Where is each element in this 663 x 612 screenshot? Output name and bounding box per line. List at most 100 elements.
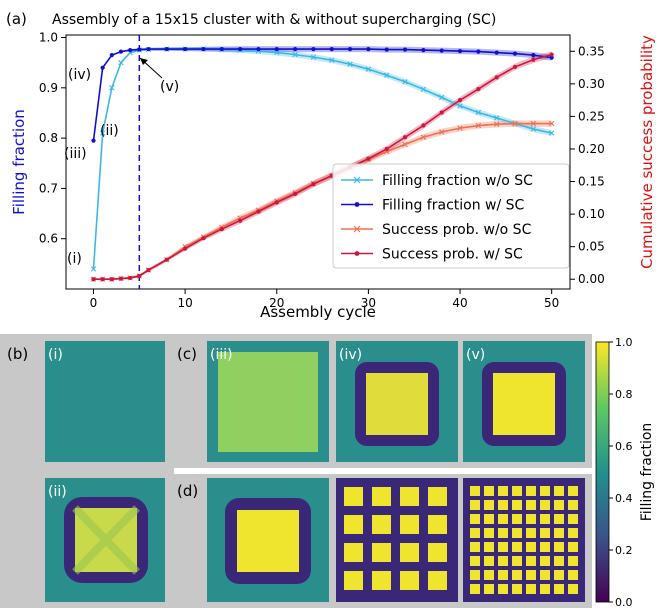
heatmap-array-site <box>526 556 536 566</box>
y-axis-right: 0.00 0.05 0.10 0.15 0.20 0.25 0.30 0.35 <box>570 44 605 286</box>
heatmap-array-site <box>470 542 480 552</box>
data-point <box>347 46 353 52</box>
data-point <box>329 57 335 63</box>
heatmap-array-site <box>526 528 536 538</box>
heatmap-array-site <box>484 570 494 580</box>
data-point <box>99 130 106 136</box>
data-point <box>457 98 463 103</box>
data-point <box>384 47 389 52</box>
y-tick-label-left: 0.7 <box>39 181 58 195</box>
heatmap-array-site <box>526 584 536 594</box>
colorbar-tick-label: 0.6 <box>615 440 633 453</box>
heatmap-array-site <box>540 542 550 552</box>
data-point <box>476 86 481 92</box>
panel-label-a: (a) <box>6 10 27 28</box>
data-point <box>146 268 151 273</box>
data-point <box>118 49 124 54</box>
heatmap-array-site <box>512 486 522 496</box>
heatmap-array-site <box>498 542 508 552</box>
data-point <box>439 110 444 115</box>
legend-marker <box>353 176 361 184</box>
data-point <box>402 47 408 52</box>
heatmap-array-site <box>568 556 578 566</box>
data-point <box>274 200 279 205</box>
data-point <box>109 277 114 282</box>
heatmap-array-site <box>512 542 522 552</box>
plot-area <box>65 34 571 290</box>
data-point <box>548 130 555 136</box>
annotation-i: (i) <box>67 251 82 267</box>
heatmap-array-site <box>568 570 578 580</box>
heatmap-array-site <box>400 487 419 506</box>
legend-marker <box>353 225 361 233</box>
data-point <box>512 64 518 70</box>
data-point <box>494 75 499 80</box>
heatmap-array-site <box>470 570 480 580</box>
heatmap-array-site <box>554 542 564 552</box>
heatmap-array-site <box>512 584 522 594</box>
data-point <box>292 191 298 197</box>
heatmap-array-site <box>498 500 508 510</box>
x-axis: 0 10 20 30 40 50 <box>90 289 559 310</box>
heatmap-array-site <box>484 486 494 496</box>
data-point <box>476 49 481 54</box>
data-point <box>457 48 463 54</box>
data-point <box>238 218 243 223</box>
heatmap-array-site <box>484 528 494 538</box>
data-point <box>219 226 224 232</box>
data-point <box>384 72 390 78</box>
y-axis-label-left: Filling fraction <box>10 109 28 215</box>
heatmap-array-site <box>428 571 447 590</box>
y-axis-left: 0.6 0.7 0.8 0.9 1.0 <box>39 31 66 246</box>
data-point <box>439 94 445 101</box>
heatmap-array-site <box>344 487 363 506</box>
data-point <box>109 53 114 58</box>
y-tick-label-left: 1.0 <box>39 31 58 45</box>
y-tick-label-left: 0.6 <box>39 232 58 246</box>
data-point <box>494 50 499 55</box>
colorbar-tick-label: 0.8 <box>615 388 633 401</box>
data-point <box>128 47 133 53</box>
heatmap-array-site <box>568 584 578 594</box>
colorbar-label: Filling fraction <box>639 423 655 522</box>
heatmap-array-site <box>568 486 578 496</box>
heatmap-array-site <box>554 570 564 580</box>
legend-label: Success prob. w/ SC <box>382 247 523 263</box>
panel-label-b: (b) <box>7 345 28 363</box>
heatmap-label-v: (v) <box>466 347 485 363</box>
data-point <box>137 47 142 52</box>
figure-title: Assembly of a 15x15 cluster with & witho… <box>52 12 496 28</box>
data-point <box>310 54 317 60</box>
data-point <box>512 120 518 127</box>
legend-marker <box>354 251 360 256</box>
heatmap-array-site <box>554 528 564 538</box>
y-tick-label-right: 0.00 <box>578 272 605 286</box>
legend-marker <box>354 202 360 207</box>
heatmap-array-site <box>498 528 508 538</box>
heatmap-array-site <box>554 584 564 594</box>
heatmap-array-site <box>568 514 578 524</box>
heatmap-b-i <box>45 341 165 462</box>
data-point <box>365 66 372 72</box>
heatmap-filled-square <box>237 510 299 572</box>
data-point <box>420 134 427 140</box>
heatmap-array-site <box>554 500 564 510</box>
data-point <box>530 126 537 132</box>
heatmap-filled-square <box>218 352 318 452</box>
series-band <box>93 46 552 142</box>
data-point <box>420 86 427 93</box>
heatmap-array-site <box>526 486 536 496</box>
y-tick-label-right: 0.10 <box>578 207 605 221</box>
data-point <box>100 277 105 282</box>
data-point <box>366 46 371 52</box>
data-point <box>531 57 536 62</box>
heatmap-array-site <box>372 543 391 562</box>
heatmap-array-site <box>512 528 522 538</box>
heatmap-label-i: (i) <box>48 347 63 363</box>
data-point <box>219 46 224 52</box>
x-tick-label: 0 <box>90 296 98 310</box>
data-point <box>494 121 500 127</box>
y-tick-label-right: 0.20 <box>578 142 605 156</box>
data-point <box>201 46 206 52</box>
heatmap-array-site <box>540 570 550 580</box>
